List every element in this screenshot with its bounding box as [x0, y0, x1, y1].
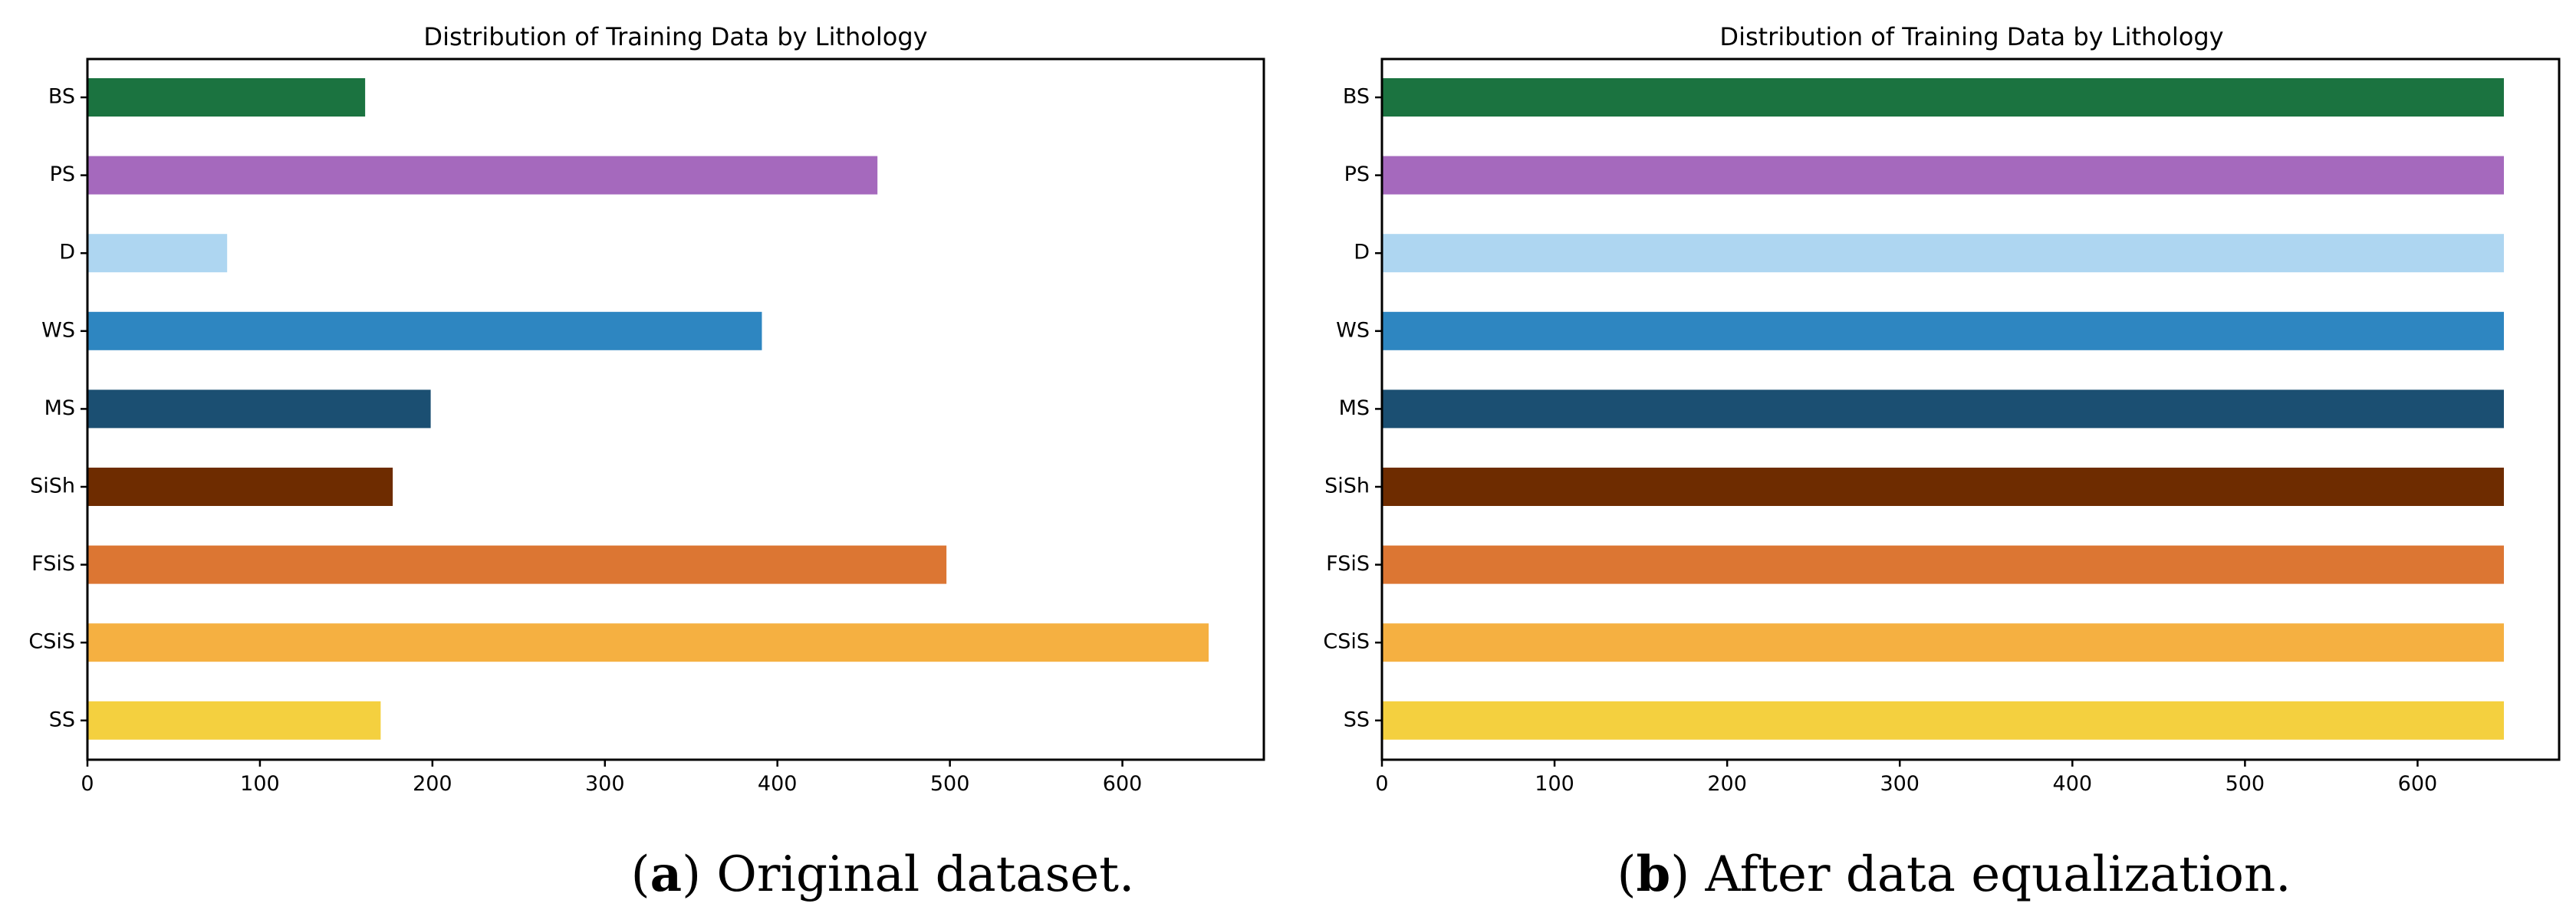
y-tick-label: SS — [1344, 708, 1370, 731]
x-ticks: 0 100 200 300 400 500 600 — [81, 760, 1142, 796]
caption-text: After data equalization. — [1705, 846, 2291, 903]
bar-ps — [1382, 156, 2504, 195]
bar-ps — [87, 156, 878, 195]
x-tick-label: 0 — [1375, 772, 1388, 796]
y-tick-label: CSiS — [1323, 630, 1370, 654]
x-tick-label: 500 — [2226, 772, 2265, 796]
bar-fsis — [87, 545, 947, 584]
x-tick-label: 500 — [930, 772, 970, 796]
y-tick-label: BS — [48, 85, 75, 109]
x-tick-label: 300 — [585, 772, 625, 796]
y-tick-label: PS — [1344, 163, 1370, 186]
y-tick-label: FSiS — [1326, 552, 1370, 576]
bar-ws — [87, 311, 762, 350]
y-tick-labels: BS PS D WS MS SiSh FSiS CSiS SS — [1323, 85, 1382, 731]
axes-frame — [1380, 57, 2561, 761]
x-tick-label: 600 — [2398, 772, 2438, 796]
bar-ss — [87, 701, 381, 740]
chart-title: Distribution of Training Data by Litholo… — [1719, 22, 2223, 51]
bar-ms — [1382, 389, 2504, 429]
bar-sish — [87, 468, 393, 506]
caption-letter: b — [1636, 846, 1670, 903]
y-tick-label: MS — [44, 396, 75, 420]
caption-a: (a) Original dataset. — [631, 846, 1135, 903]
x-tick-label: 100 — [240, 772, 280, 796]
chart-panel-a: Distribution of Training Data by Litholo… — [28, 22, 1265, 903]
y-tick-label: PS — [50, 163, 75, 186]
x-tick-label: 300 — [1880, 772, 1920, 796]
y-tick-label: SS — [49, 708, 75, 731]
x-tick-label: 400 — [2053, 772, 2093, 796]
chart-title: Distribution of Training Data by Litholo… — [423, 22, 927, 51]
y-tick-label: SiSh — [1324, 475, 1370, 498]
chart-panel-b: Distribution of Training Data by Litholo… — [1323, 22, 2561, 903]
x-tick-label: 0 — [81, 772, 94, 796]
bar-sish — [1382, 468, 2504, 506]
bar-ws — [1382, 311, 2504, 350]
x-tick-label: 200 — [413, 772, 452, 796]
bar-group — [1382, 78, 2504, 740]
y-tick-labels: BS PS D WS MS SiSh FSiS CSiS SS — [28, 85, 87, 731]
x-tick-label: 200 — [1707, 772, 1747, 796]
y-tick-label: D — [1354, 241, 1370, 264]
x-tick-label: 600 — [1103, 772, 1143, 796]
caption-b: (b) After data equalization. — [1617, 846, 2291, 903]
y-tick-label: WS — [1336, 318, 1370, 342]
axes-frame — [86, 57, 1265, 761]
y-tick-label: SiSh — [30, 475, 75, 498]
caption-text: Original dataset. — [716, 846, 1134, 903]
bar-d — [1382, 234, 2504, 273]
y-tick-label: CSiS — [28, 630, 75, 654]
y-tick-label: MS — [1339, 396, 1370, 420]
bar-ss — [1382, 701, 2504, 740]
bar-csis — [87, 623, 1209, 662]
y-tick-label: FSiS — [31, 552, 75, 576]
y-tick-label: WS — [41, 318, 75, 342]
x-tick-label: 100 — [1535, 772, 1574, 796]
bar-csis — [1382, 623, 2504, 662]
caption-letter: a — [650, 846, 682, 903]
bar-bs — [87, 78, 366, 117]
bar-group — [87, 78, 1209, 740]
bar-ms — [87, 389, 431, 429]
y-tick-label: BS — [1343, 85, 1370, 109]
x-ticks: 0 100 200 300 400 500 600 — [1375, 760, 2437, 796]
x-tick-label: 400 — [758, 772, 798, 796]
bar-bs — [1382, 78, 2504, 117]
y-tick-label: D — [59, 241, 75, 264]
bar-fsis — [1382, 545, 2504, 584]
bar-d — [87, 234, 228, 273]
